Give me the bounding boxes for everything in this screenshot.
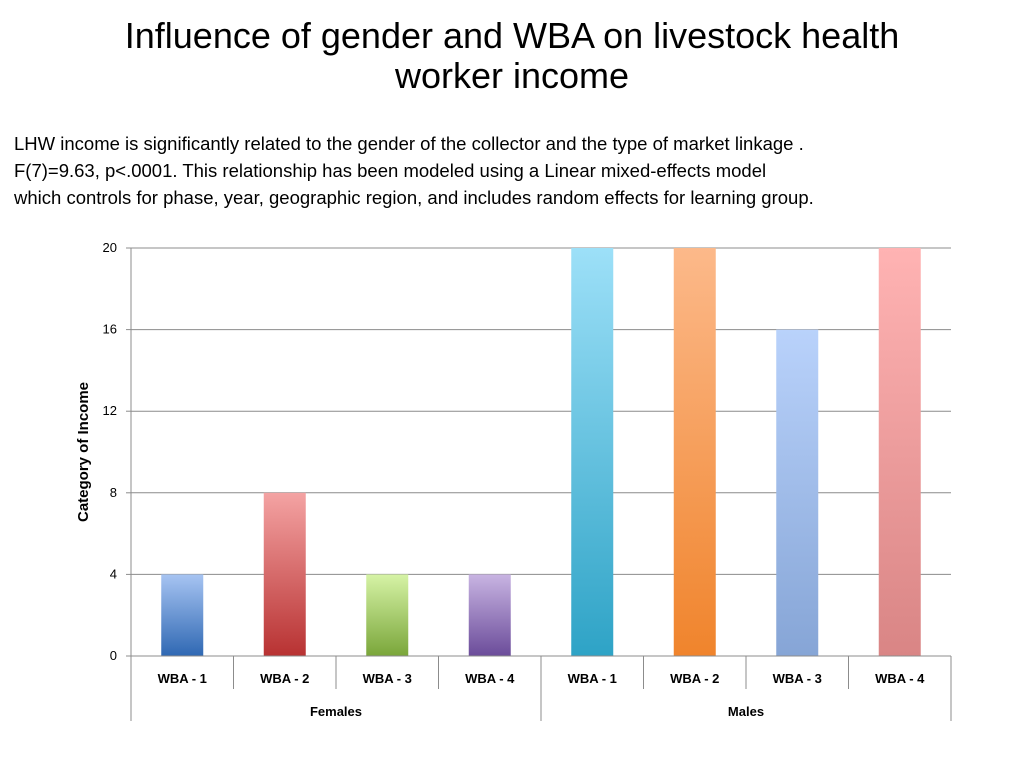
- bar-6: [673, 248, 716, 656]
- x-category-label: WBA - 2: [260, 671, 309, 686]
- bar-3: [366, 574, 409, 656]
- slide-title: Influence of gender and WBA on livestock…: [62, 16, 962, 96]
- bar-1: [161, 574, 204, 656]
- x-category-label: WBA - 3: [363, 671, 412, 686]
- y-axis-title: Category of Income: [75, 382, 92, 522]
- body-line-1: LHW income is significantly related to t…: [14, 133, 804, 154]
- body-line-3: which controls for phase, year, geograph…: [14, 187, 814, 208]
- x-category-label: WBA - 4: [465, 671, 515, 686]
- y-tick-label: 8: [110, 485, 117, 500]
- body-line-2: F(7)=9.63, p<.0001. This relationship ha…: [14, 160, 767, 181]
- y-tick-label: 0: [110, 648, 117, 663]
- x-category-label: WBA - 1: [568, 671, 617, 686]
- axes: [126, 247, 952, 721]
- y-tick-label: 16: [103, 322, 117, 337]
- title-line-2: worker income: [394, 55, 630, 96]
- bar-4: [468, 574, 511, 656]
- x-category-label: WBA - 4: [875, 671, 925, 686]
- x-category-label: WBA - 3: [773, 671, 822, 686]
- labels: 0 4 8 12 16 20 WBA - 1 WBA - 2 WBA - 3 WBA - 4 WBA…: [75, 240, 925, 719]
- bar-2: [263, 492, 306, 656]
- slide-body-text: LHW income is significantly related to t…: [14, 130, 974, 211]
- x-category-label: WBA - 1: [158, 671, 207, 686]
- bar-7: [776, 329, 819, 656]
- y-tick-label: 4: [110, 566, 117, 581]
- gridlines: [131, 247, 951, 657]
- y-tick-label: 20: [103, 240, 117, 255]
- x-group-label: Males: [728, 704, 764, 719]
- x-group-label: Females: [310, 704, 362, 719]
- title-line-1: Influence of gender and WBA on livestock…: [124, 15, 900, 56]
- bars: [161, 248, 921, 656]
- bar-8: [878, 248, 921, 656]
- x-category-label: WBA - 2: [670, 671, 719, 686]
- bar-5: [571, 248, 614, 656]
- y-tick-label: 12: [103, 403, 117, 418]
